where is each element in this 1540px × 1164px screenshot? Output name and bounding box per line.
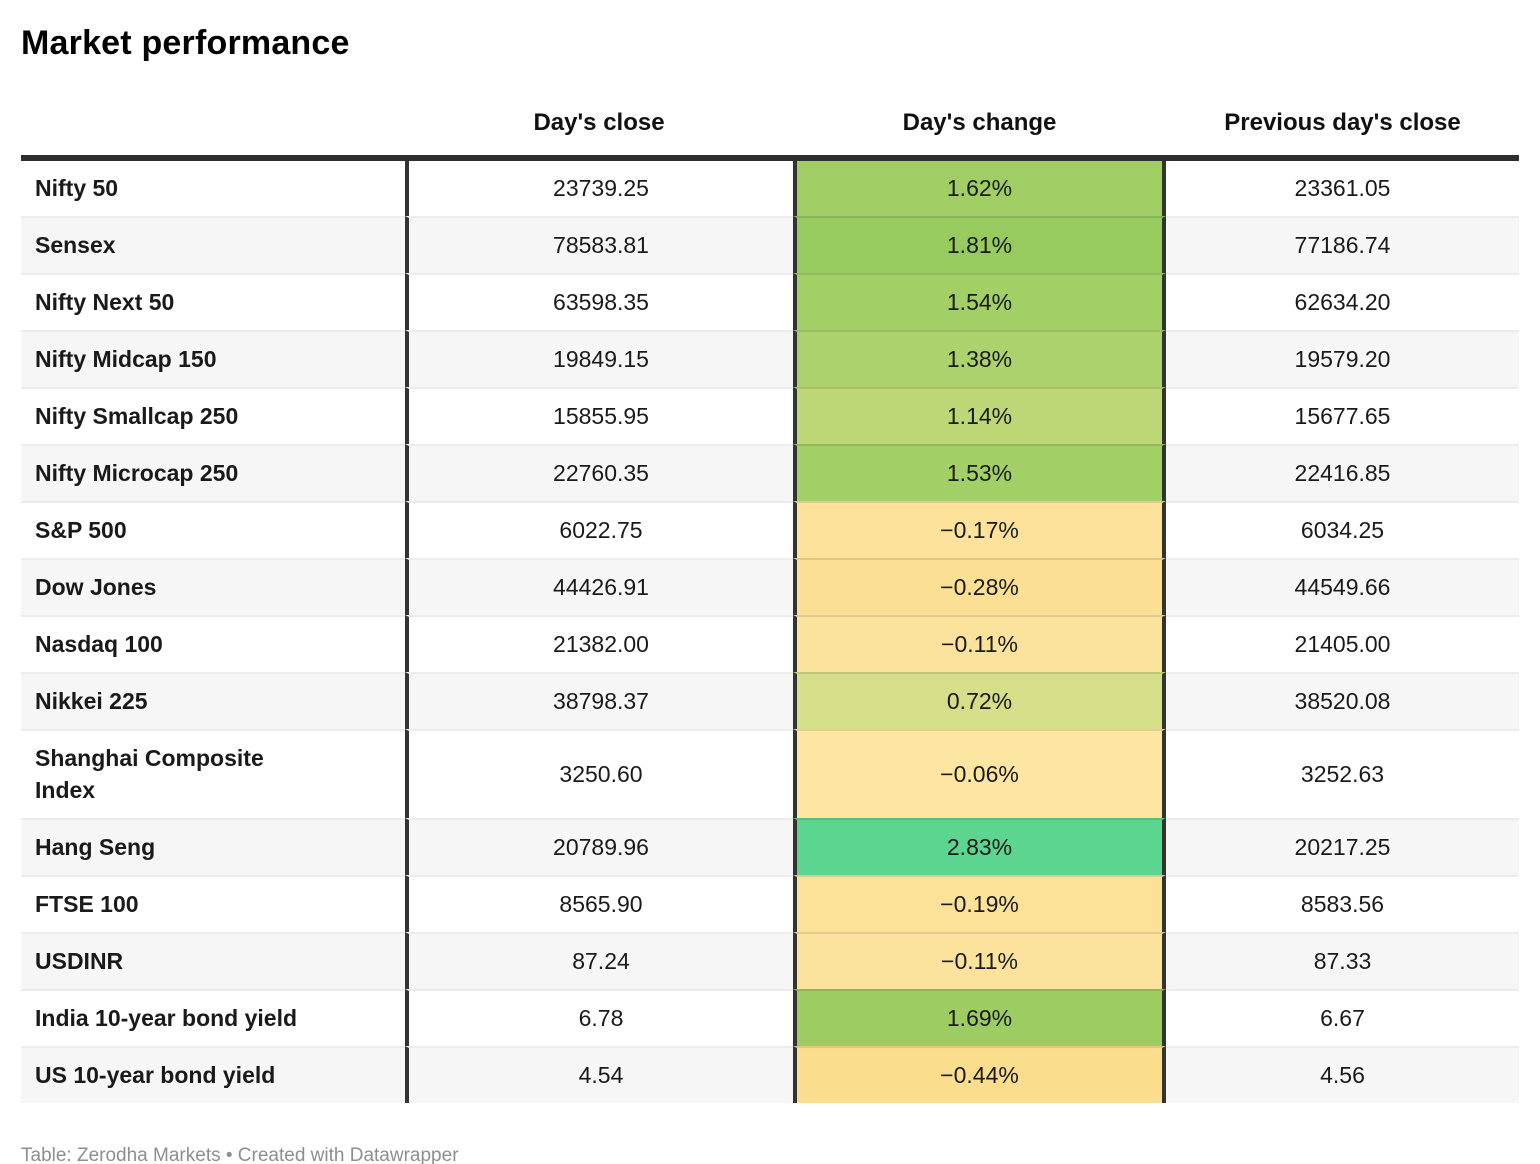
days-close-value: 4.54 (405, 1045, 793, 1103)
row-label: Nifty Microcap 250 (21, 444, 405, 502)
days-change-value: 2.83% (793, 817, 1166, 875)
days-change-value: 1.62% (793, 161, 1166, 217)
table-row: Nifty Smallcap 250 15855.95 1.14% 15677.65 (21, 387, 1519, 445)
previous-close-value: 23361.05 (1294, 175, 1391, 201)
days-close-value: 78583.81 (405, 216, 793, 274)
days-close-value: 44426.91 (405, 558, 793, 616)
column-header-empty (21, 109, 405, 155)
days-change-value: −0.44% (793, 1045, 1166, 1103)
previous-close-value: 8583.56 (1166, 874, 1519, 932)
previous-close-value: 15677.65 (1166, 387, 1519, 444)
column-header-days-change: Day's change (902, 109, 1057, 136)
table-row: Nifty Midcap 150 19849.15 1.38% 19579.20 (21, 330, 1519, 388)
row-label: S&P 500 (21, 501, 405, 558)
table-row: S&P 500 6022.75 −0.17% 6034.25 (21, 501, 1519, 559)
days-change-value: 1.69% (793, 988, 1166, 1046)
days-change-value: −0.11% (793, 931, 1166, 989)
days-close-value: 20789.96 (405, 817, 793, 875)
row-label: Nifty 50 (35, 175, 119, 201)
days-change-value: −0.06% (793, 729, 1166, 818)
table-row: Sensex 78583.81 1.81% 77186.74 (21, 216, 1519, 274)
previous-close-value: 44549.66 (1166, 558, 1519, 616)
table-row: USDINR 87.24 −0.11% 87.33 (21, 931, 1519, 989)
row-label: Dow Jones (21, 558, 405, 616)
days-change-value: 1.14% (793, 387, 1166, 445)
table-row: Hang Seng 20789.96 2.83% 20217.25 (21, 817, 1519, 875)
previous-close-value: 4.56 (1166, 1045, 1519, 1103)
table-row: Nifty Next 50 63598.35 1.54% 62634.20 (21, 273, 1519, 331)
days-close-value: 19849.15 (405, 330, 793, 388)
row-label: Sensex (21, 216, 405, 274)
days-close-value: 87.24 (405, 931, 793, 989)
page-title: Market performance (21, 24, 350, 62)
previous-close-value: 20217.25 (1166, 817, 1519, 875)
table-row: Nasdaq 100 21382.00 −0.11% 21405.00 (21, 615, 1519, 673)
days-close-value: 8565.90 (405, 874, 793, 932)
row-label: US 10-year bond yield (21, 1045, 405, 1103)
days-close-value: 38798.37 (405, 672, 793, 730)
row-label: Nifty Next 50 (21, 273, 405, 330)
days-close-value: 3250.60 (405, 729, 793, 818)
days-change-value: −0.19% (793, 874, 1166, 932)
previous-close-value: 62634.20 (1166, 273, 1519, 330)
days-change-value: 1.81% (793, 216, 1166, 274)
table-row: Nifty Microcap 250 22760.35 1.53% 22416.85 (21, 444, 1519, 502)
table-row: FTSE 100 8565.90 −0.19% 8583.56 (21, 874, 1519, 932)
market-performance-table: Day's close Day's change Previous day's … (21, 109, 1519, 1103)
days-change-value: 1.54% (793, 273, 1166, 331)
table-row: US 10-year bond yield 4.54 −0.44% 4.56 (21, 1045, 1519, 1103)
previous-close-value: 19579.20 (1166, 330, 1519, 388)
table-row: India 10-year bond yield 6.78 1.69% 6.67 (21, 988, 1519, 1046)
days-change-value: −0.11% (793, 615, 1166, 673)
row-label: Nifty Midcap 150 (21, 330, 405, 388)
days-close-value: 23739.25 (405, 161, 793, 217)
row-label: FTSE 100 (21, 874, 405, 932)
row-label: Shanghai Composite Index (21, 729, 405, 817)
table-row: Shanghai Composite Index 3250.60 −0.06% 325… (21, 729, 1519, 818)
days-close-value: 63598.35 (405, 273, 793, 331)
days-change-value: −0.28% (793, 558, 1166, 616)
row-label: Hang Seng (21, 817, 405, 875)
row-label: Nifty Smallcap 250 (21, 387, 405, 444)
days-close-value: 22760.35 (405, 444, 793, 502)
column-header-previous-close: Previous day's close (1224, 109, 1461, 136)
previous-close-value: 21405.00 (1166, 615, 1519, 672)
previous-close-value: 3252.63 (1166, 729, 1519, 817)
table-row: Dow Jones 44426.91 −0.28% 44549.66 (21, 558, 1519, 616)
days-close-value: 15855.95 (405, 387, 793, 445)
row-label: USDINR (21, 931, 405, 989)
row-label: India 10-year bond yield (21, 988, 405, 1046)
table-row: Nikkei 225 38798.37 0.72% 38520.08 (21, 672, 1519, 730)
previous-close-value: 6.67 (1166, 988, 1519, 1046)
previous-close-value: 22416.85 (1166, 444, 1519, 502)
column-header-days-close: Day's close (533, 109, 665, 136)
previous-close-value: 38520.08 (1166, 672, 1519, 730)
table-attribution: Table: Zerodha Markets • Created with Da… (21, 1144, 459, 1164)
days-close-value: 6022.75 (405, 501, 793, 559)
days-change-value: 1.53% (793, 444, 1166, 502)
days-close-value: 6.78 (405, 988, 793, 1046)
previous-close-value: 87.33 (1166, 931, 1519, 989)
table-header-row: Day's close Day's change Previous day's … (21, 109, 1519, 155)
row-label: Nasdaq 100 (21, 615, 405, 672)
row-label: Nikkei 225 (21, 672, 405, 730)
days-change-value: 1.38% (793, 330, 1166, 388)
previous-close-value: 6034.25 (1166, 501, 1519, 558)
table-body: Nifty 50 23739.25 1.62% 23361.05 Sensex 78583… (21, 155, 1519, 1103)
days-change-value: −0.17% (793, 501, 1166, 559)
previous-close-value: 77186.74 (1166, 216, 1519, 274)
table-row: Nifty 50 23739.25 1.62% 23361.05 (21, 161, 1519, 217)
days-change-value: 0.72% (793, 672, 1166, 730)
days-close-value: 21382.00 (405, 615, 793, 673)
